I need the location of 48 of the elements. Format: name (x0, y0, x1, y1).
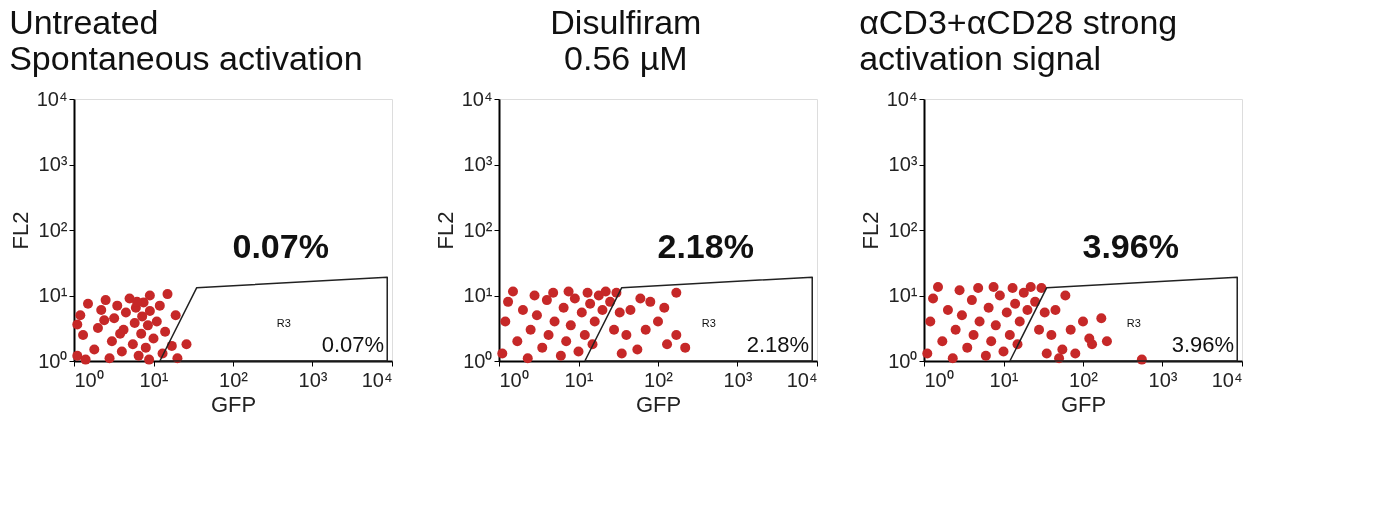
x-tick-label: 10⁴ (361, 368, 393, 391)
x-tick-label: 10¹ (564, 368, 594, 391)
x-tick-label: 10² (644, 368, 674, 391)
y-tick-label: 10² (463, 218, 493, 241)
y-tick-label: 10³ (38, 153, 68, 175)
chart-title: Untreated Spontaneous activation (9, 3, 363, 77)
y-tick-label: 10⁴ (36, 87, 68, 110)
y-tick-label: 10⁰ (888, 349, 918, 372)
annotation: 0.07% (232, 227, 329, 266)
annotation: R3 (1126, 317, 1141, 330)
y-tick-label: 10⁰ (38, 349, 68, 372)
x-axis-title: GFP (210, 391, 257, 417)
y-tick-label: 10² (888, 218, 918, 241)
y-tick-label: 10³ (463, 153, 493, 175)
y-tick-label: 10² (38, 218, 68, 241)
annotation: 2.18% (746, 332, 810, 358)
x-tick-label: 10² (1069, 368, 1099, 391)
x-tick-label: 10⁰ (499, 368, 529, 391)
annotation: R3 (276, 317, 291, 330)
y-tick-label: 10¹ (888, 284, 918, 306)
annotation: 3.96% (1082, 227, 1179, 266)
x-tick-label: 10⁴ (1211, 368, 1243, 391)
chart-title: Disulfiram 0.56 µM (550, 3, 702, 77)
y-axis-title: FL2 (432, 211, 458, 250)
y-axis-title: FL2 (857, 211, 883, 250)
x-tick-label: 10³ (723, 368, 753, 391)
y-tick-label: 10¹ (463, 284, 493, 306)
x-tick-label: 10³ (298, 368, 328, 391)
x-tick-label: 10¹ (139, 368, 169, 391)
annotation: 3.96% (1171, 332, 1235, 358)
annotation: 0.07% (321, 332, 385, 358)
x-axis-title: GFP (635, 391, 682, 417)
x-tick-label: 10⁰ (74, 368, 104, 391)
chart-title: αCD3+αCD28 strong activation signal (859, 3, 1178, 77)
x-tick-label: 10² (219, 368, 249, 391)
x-tick-label: 10¹ (989, 368, 1019, 391)
y-tick-label: 10⁰ (463, 349, 493, 372)
annotation: R3 (701, 317, 716, 330)
annotation: 2.18% (657, 227, 754, 266)
y-tick-label: 10⁴ (886, 87, 918, 110)
y-tick-label: 10⁴ (461, 87, 493, 110)
x-tick-label: 10⁰ (924, 368, 954, 391)
y-tick-label: 10¹ (38, 284, 68, 306)
x-tick-label: 10⁴ (786, 368, 818, 391)
y-tick-label: 10³ (888, 153, 918, 175)
x-tick-label: 10³ (1148, 368, 1178, 391)
y-axis-title: FL2 (7, 211, 33, 250)
x-axis-title: GFP (1060, 391, 1107, 417)
